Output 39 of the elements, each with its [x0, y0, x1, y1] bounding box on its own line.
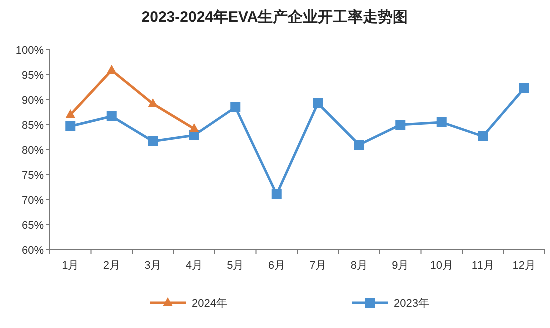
x-tick-label: 1月 [62, 260, 80, 272]
x-tick-label: 8月 [350, 260, 368, 272]
y-tick-label: 65% [22, 220, 44, 232]
y-tick-label: 60% [22, 245, 44, 257]
x-tick-label: 5月 [227, 260, 244, 272]
point [436, 118, 447, 128]
point [313, 98, 324, 108]
chart-title: 2023-2024年EVA生产企业开工率走势图 [142, 8, 408, 26]
x-tick-label: 10月 [430, 260, 454, 272]
point [519, 84, 530, 94]
y-tick-label: 70% [22, 195, 44, 207]
point [396, 120, 406, 130]
x-tick-label: 4月 [186, 260, 203, 272]
point [189, 124, 200, 132]
point [478, 132, 488, 142]
point [272, 190, 282, 200]
x-tick-label: 6月 [268, 260, 286, 272]
point [230, 102, 241, 112]
x-tick-label: 3月 [144, 260, 162, 272]
point [106, 65, 117, 74]
point [354, 140, 364, 150]
legend-label: 2024年 [192, 298, 228, 310]
point [106, 112, 117, 122]
x-tick-label: 12月 [512, 260, 536, 272]
x-tick-label: 9月 [392, 260, 410, 272]
point [66, 122, 76, 132]
y-tick-label: 90% [22, 95, 44, 107]
legend-label: 2023年 [394, 298, 430, 310]
point [148, 98, 158, 108]
y-tick-label: 100% [16, 45, 44, 57]
x-tick-label: 7月 [310, 260, 327, 272]
x-tick-label: 2月 [103, 260, 120, 272]
y-tick-label: 80% [22, 145, 44, 157]
x-tick-label: 11月 [472, 260, 494, 272]
point [148, 136, 158, 146]
y-tick-label: 85% [22, 120, 44, 132]
y-tick-label: 75% [22, 170, 44, 182]
y-tick-label: 95% [22, 70, 44, 82]
point [66, 110, 76, 118]
